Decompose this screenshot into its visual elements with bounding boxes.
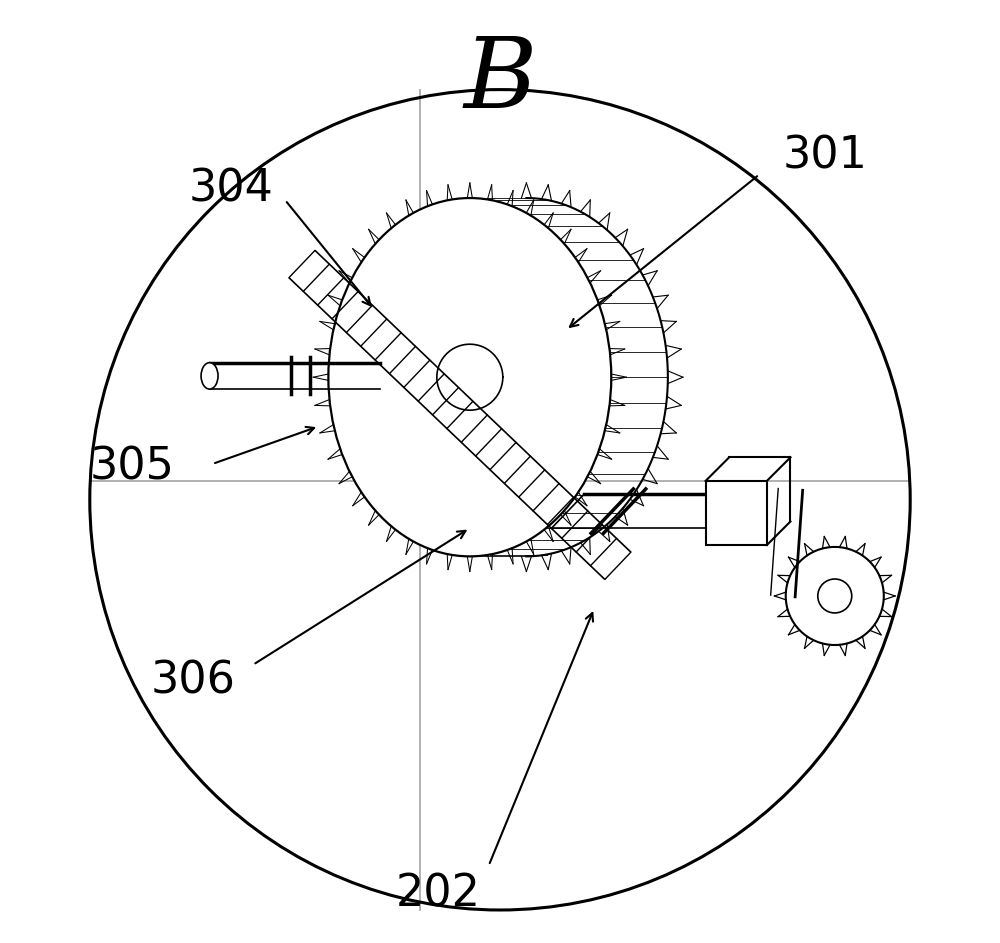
Polygon shape <box>328 198 611 556</box>
Text: 304: 304 <box>189 167 274 210</box>
Text: 306: 306 <box>151 659 236 703</box>
Text: B: B <box>463 33 537 128</box>
Text: 301: 301 <box>783 134 868 177</box>
Circle shape <box>786 547 884 645</box>
Bar <box>706 481 767 545</box>
Ellipse shape <box>201 363 218 389</box>
Text: 305: 305 <box>90 445 175 488</box>
Text: 202: 202 <box>396 872 481 916</box>
Circle shape <box>818 579 852 613</box>
